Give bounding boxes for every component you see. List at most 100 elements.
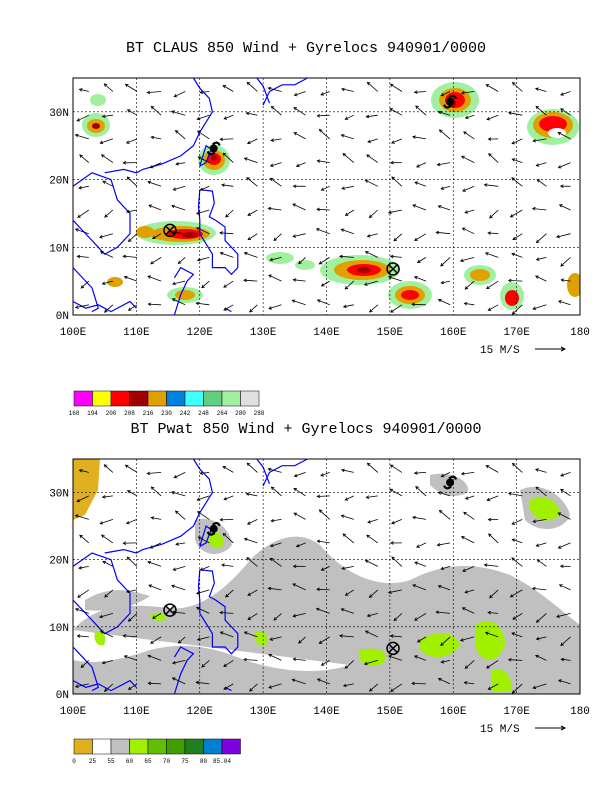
lon-tick-label: 130E [250,327,277,339]
panel1-gridlines [73,78,580,315]
wind-arrow [320,185,330,191]
colorbar-label: 60 [126,758,134,765]
wind-arrow [318,128,330,140]
wind-arrow [270,486,282,497]
vector-scale-label: 15 M/S [480,724,520,736]
wind-arrow [320,566,330,571]
wind-arrow [267,586,282,591]
wind-arrow [556,233,571,239]
wind-arrow [197,511,210,520]
wind-arrow [172,566,186,571]
panel1-fields [82,82,580,310]
wind-arrow [340,514,354,520]
wind-arrow [412,515,427,520]
wind-arrow [99,519,114,525]
wind-arrow [100,154,114,163]
wind-arrow [557,162,571,169]
wind-arrow [364,251,378,258]
wind-arrow [413,655,427,661]
wind-arrow [219,137,234,142]
wind-arrow [532,304,547,310]
wind-arrow [293,487,306,497]
wind-arrow [316,587,330,592]
coastline [72,300,137,313]
wind-arrow [414,613,427,621]
wind-arrow [149,162,162,169]
wind-arrow [219,610,234,615]
wind-arrow [363,280,378,286]
wind-arrow [511,683,523,694]
colorbar-label: 216 [143,410,154,417]
wind-arrow [511,519,523,525]
wind-arrow [437,205,451,211]
wind-arrow [126,109,138,116]
wind-arrow [487,517,499,522]
wind-arrow [196,495,210,501]
wind-arrow [341,566,354,570]
wind-arrow [440,185,451,190]
wind-arrow [293,132,306,140]
wind-arrow [316,299,330,306]
lon-tick-label: 110E [123,327,150,339]
wind-arrow [363,660,378,666]
wind-arrow [292,233,306,238]
wind-arrow [436,542,451,547]
wind-arrow [126,556,138,567]
panel2-colorbar: 0 25 55 60 65 70 75 80 85.04 [72,738,241,765]
lon-tick-label: 110E [123,706,150,718]
wind-arrow [102,560,114,567]
wind-arrow [535,105,547,116]
wind-arrow [557,512,571,520]
tropical-cyclone-icon [443,475,458,490]
wind-arrow [391,138,403,144]
wind-arrow [487,304,499,311]
wind-arrow [223,280,234,288]
wind-arrow [247,233,258,241]
wind-arrow [535,636,547,641]
wind-arrow [195,301,210,306]
wind-arrow [245,492,258,497]
wind-arrow [366,534,379,544]
wind-arrow [532,519,547,523]
wind-arrow [340,228,354,235]
panel1-cloud-blob-a [82,113,110,137]
panel2-overlay: 0N 10N 20N 30N 100E 110E 120E 130E 140E 150E 160E 1… [49,458,590,765]
wind-arrow [341,185,354,190]
colorbar-label: 200 [106,410,117,417]
wind-arrow [98,613,114,619]
wind-arrow [171,677,186,685]
wind-arrow [175,542,186,546]
wind-arrow [269,177,282,187]
lat-tick-label: 20N [49,556,69,568]
wind-arrow [291,299,306,306]
wind-arrow [146,90,162,95]
wind-arrow [199,471,210,475]
wind-arrow [464,660,475,669]
wind-arrow [124,464,138,473]
wind-arrow [365,114,378,119]
gyre-location-icon [386,641,400,656]
wind-arrow [79,534,90,544]
panel2-wind-vectors [74,462,571,694]
wind-arrow [535,613,547,623]
wind-arrow [487,231,499,235]
wind-arrow [74,228,89,235]
wind-arrow [152,613,162,619]
colorbar-label: 288 [254,410,265,417]
wind-arrow [316,207,330,212]
wind-arrow [320,472,330,477]
wind-arrow [318,509,330,520]
wind-arrow [99,138,114,145]
wind-arrow [243,537,258,544]
wind-arrow [292,564,306,569]
wind-arrow [459,636,475,642]
lon-tick-label: 100E [60,327,87,339]
wind-arrow [507,492,523,497]
wind-arrow [196,257,210,262]
panel1-overlay: 0N 10N 20N 30N 100E 110E 120E 130E 140E 150E 160E 1… [49,77,590,417]
wind-arrow [340,608,354,614]
wind-arrow [268,653,282,661]
wind-arrow [125,589,138,594]
wind-arrow [292,203,306,211]
wind-arrow [560,91,571,96]
